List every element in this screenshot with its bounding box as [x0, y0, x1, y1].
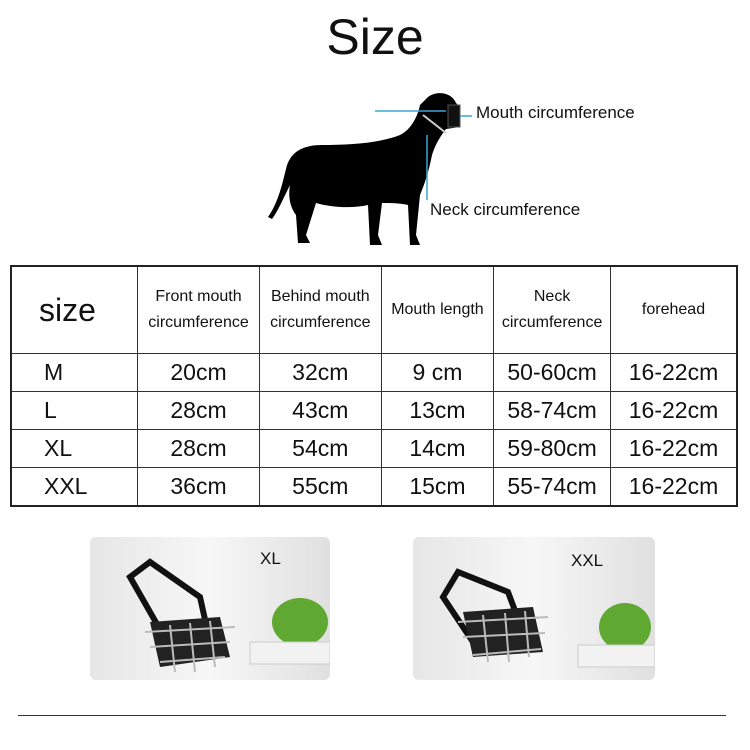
page-title: Size: [326, 9, 424, 65]
table-cell: 15cm: [380, 466, 495, 507]
table-cell: 43cm: [258, 390, 382, 430]
muzzle-image: [439, 568, 655, 668]
table-cell: 28cm: [137, 428, 260, 468]
header-neck: Neck circumference: [493, 265, 612, 354]
table-header-row: size Front mouth circumference Behind mo…: [10, 265, 738, 354]
table-cell: 16-22cm: [610, 466, 738, 507]
table-cell: 32cm: [258, 353, 382, 392]
size-cell: M: [10, 353, 139, 392]
table-cell: 54cm: [258, 428, 382, 468]
table-cell: 59-80cm: [493, 428, 612, 468]
header-forehead: forehead: [610, 265, 738, 354]
photo-label-xxl: XXL: [571, 551, 604, 570]
product-photo-xxl: XXL: [413, 537, 655, 680]
table-cell: 13cm: [380, 390, 495, 430]
size-cell: L: [10, 390, 139, 430]
table-row: XXL 36cm 55cm 15cm 55-74cm 16-22cm: [10, 466, 738, 507]
size-cell: XL: [10, 428, 139, 468]
header-behind-mouth: Behind mouth circumference: [258, 265, 382, 354]
header-size: size: [10, 265, 139, 354]
divider: [18, 715, 726, 716]
table-cell: 9 cm: [380, 353, 495, 392]
mouth-circumference-label: Mouth circumference: [476, 103, 635, 122]
table-cell: 16-22cm: [610, 390, 738, 430]
size-table: size Front mouth circumference Behind mo…: [10, 265, 738, 507]
table-cell: 50-60cm: [493, 353, 612, 392]
dog-silhouette-diagram: [268, 93, 472, 245]
neck-circumference-label: Neck circumference: [430, 200, 581, 219]
table-cell: 58-74cm: [493, 390, 612, 430]
header-mouth-length: Mouth length: [380, 265, 495, 354]
muzzle-image: [126, 558, 330, 673]
size-cell: XXL: [10, 466, 139, 507]
table-cell: 55-74cm: [493, 466, 612, 507]
table-cell: 20cm: [137, 353, 260, 392]
header-front-mouth: Front mouth circumference: [137, 265, 260, 354]
table-cell: 16-22cm: [610, 353, 738, 392]
table-cell: 14cm: [380, 428, 495, 468]
table-row: XL 28cm 54cm 14cm 59-80cm 16-22cm: [10, 428, 738, 468]
table-cell: 36cm: [137, 466, 260, 507]
table-row: M 20cm 32cm 9 cm 50-60cm 16-22cm: [10, 353, 738, 392]
dog-silhouette: [268, 93, 460, 245]
photo-label-xl: XL: [260, 549, 281, 568]
table-cell: 28cm: [137, 390, 260, 430]
table-cell: 55cm: [258, 466, 382, 507]
table-cell: 16-22cm: [610, 428, 738, 468]
product-photo-xl: XL: [90, 537, 330, 680]
table-row: L 28cm 43cm 13cm 58-74cm 16-22cm: [10, 390, 738, 430]
